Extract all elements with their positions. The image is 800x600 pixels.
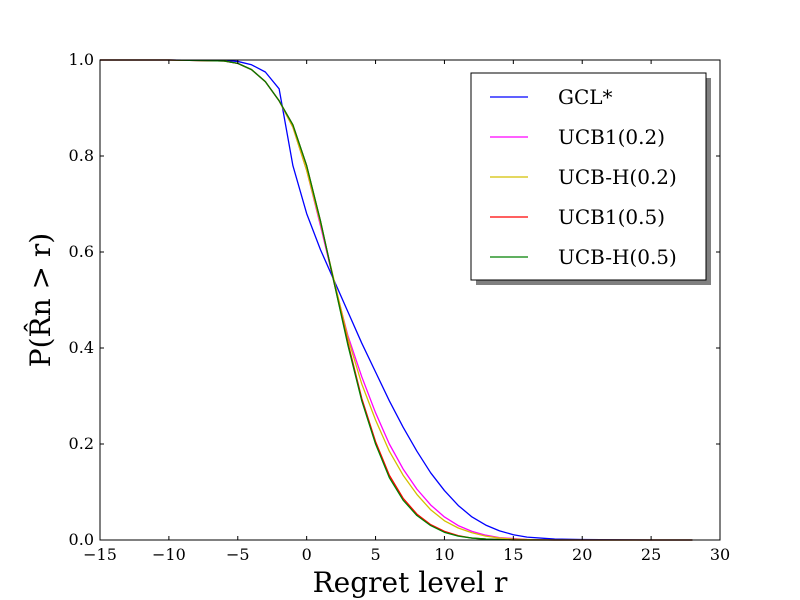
y-tick-label: 0.8 xyxy=(69,146,94,165)
y-tick-label: 0.0 xyxy=(69,530,94,549)
x-tick-label: 0 xyxy=(302,545,312,564)
y-tick-label: 0.4 xyxy=(69,338,94,357)
y-axis-title: P(R̂n > r) xyxy=(24,233,57,367)
y-tick-label: 0.2 xyxy=(69,434,94,453)
y-tick-label: 1.0 xyxy=(69,50,94,69)
series-layer xyxy=(100,59,693,541)
x-axis-title: Regret level r xyxy=(313,566,508,599)
legend-label-3: UCB1(0.5) xyxy=(558,205,665,229)
y-tick-label: 0.6 xyxy=(69,242,94,261)
series-line-0 xyxy=(100,59,693,541)
ticks-layer: −15 −10 −5 0 5 10 15 20 25 30 0.0 0.2 0.4 0.6 0.8 1.0 xyxy=(69,50,731,564)
x-tick-label: −15 xyxy=(83,545,117,564)
x-tick-label: 15 xyxy=(503,545,523,564)
legend-label-1: UCB1(0.2) xyxy=(558,125,665,149)
x-tick-label: −10 xyxy=(152,545,186,564)
legend-label-4: UCB-H(0.5) xyxy=(558,245,677,269)
legend-items: GCL* UCB1(0.2) UCB-H(0.2) UCB1(0.5) UCB-H(0.… xyxy=(490,85,677,269)
x-tick-label: 30 xyxy=(710,545,730,564)
x-tick-label: 20 xyxy=(572,545,592,564)
legend: GCL* UCB1(0.2) UCB-H(0.2) UCB1(0.5) UCB-H(0.… xyxy=(470,72,711,285)
x-tick-label: 10 xyxy=(434,545,454,564)
legend-label-0: GCL* xyxy=(558,85,613,109)
legend-label-2: UCB-H(0.2) xyxy=(558,165,677,189)
x-tick-label: 25 xyxy=(641,545,661,564)
x-tick-label: 5 xyxy=(370,545,380,564)
plot-frame xyxy=(99,59,721,541)
x-tick-label: −5 xyxy=(226,545,250,564)
